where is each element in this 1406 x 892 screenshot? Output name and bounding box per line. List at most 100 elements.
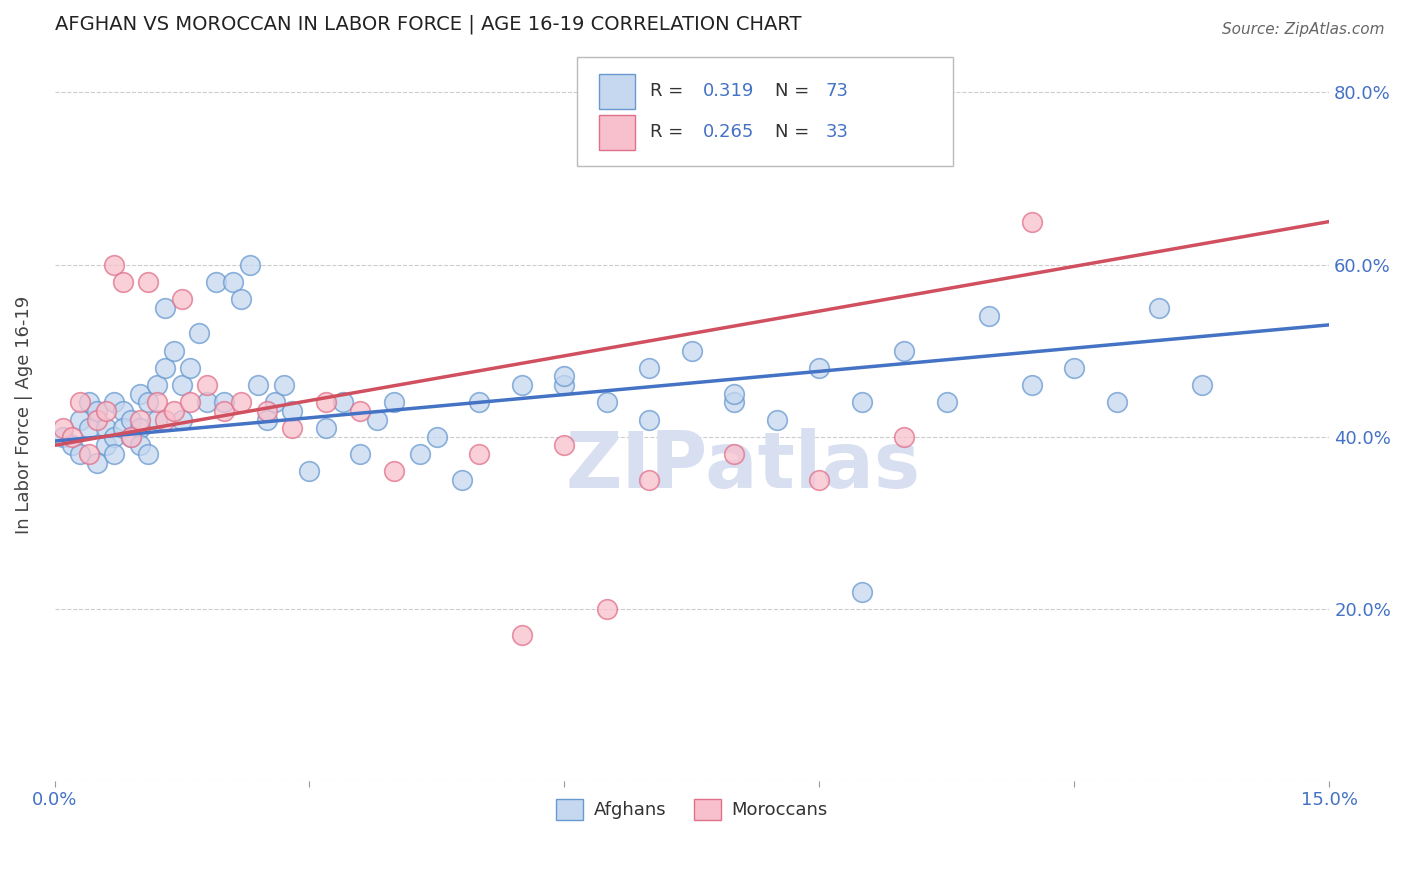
Legend: Afghans, Moroccans: Afghans, Moroccans — [548, 791, 835, 827]
Point — [510, 628, 533, 642]
Point — [766, 412, 789, 426]
Text: Source: ZipAtlas.com: Source: ZipAtlas.com — [1222, 22, 1385, 37]
Point — [162, 343, 184, 358]
Point — [298, 464, 321, 478]
Point — [214, 404, 236, 418]
Point — [145, 412, 167, 426]
Point — [281, 421, 304, 435]
Point — [596, 395, 619, 409]
Point — [384, 464, 406, 478]
Point — [315, 421, 337, 435]
Point — [409, 447, 432, 461]
Point — [120, 412, 142, 426]
Point — [349, 447, 371, 461]
Text: 0.265: 0.265 — [703, 123, 755, 141]
Point — [451, 473, 474, 487]
Text: R =: R = — [650, 123, 689, 141]
Point — [256, 404, 278, 418]
Point — [1191, 378, 1213, 392]
Point — [128, 412, 150, 426]
Point — [1021, 378, 1043, 392]
Point — [103, 430, 125, 444]
Point — [52, 421, 75, 435]
Point — [553, 438, 575, 452]
Point — [94, 421, 117, 435]
Point — [723, 447, 745, 461]
Point — [638, 412, 661, 426]
Point — [52, 430, 75, 444]
Point — [231, 292, 253, 306]
Point — [681, 343, 703, 358]
Point — [60, 438, 83, 452]
Point — [1021, 214, 1043, 228]
Text: 33: 33 — [825, 123, 849, 141]
Text: N =: N = — [775, 123, 814, 141]
Text: 0.319: 0.319 — [703, 82, 755, 100]
Point — [979, 310, 1001, 324]
Point — [86, 404, 108, 418]
Point — [723, 395, 745, 409]
Text: AFGHAN VS MOROCCAN IN LABOR FORCE | AGE 16-19 CORRELATION CHART: AFGHAN VS MOROCCAN IN LABOR FORCE | AGE … — [55, 15, 801, 35]
Point — [188, 326, 211, 341]
Point — [1149, 301, 1171, 315]
Point — [128, 438, 150, 452]
Point — [170, 292, 193, 306]
Point — [69, 395, 91, 409]
Point — [77, 447, 100, 461]
Point — [94, 404, 117, 418]
Point — [808, 473, 831, 487]
Point — [77, 395, 100, 409]
Point — [162, 404, 184, 418]
Point — [553, 378, 575, 392]
Point — [136, 395, 159, 409]
Point — [103, 395, 125, 409]
Point — [264, 395, 287, 409]
Point — [179, 360, 201, 375]
Text: R =: R = — [650, 82, 689, 100]
Point — [120, 430, 142, 444]
Point — [332, 395, 354, 409]
Point — [69, 447, 91, 461]
FancyBboxPatch shape — [599, 114, 634, 150]
Point — [197, 378, 219, 392]
Text: N =: N = — [775, 82, 814, 100]
Point — [638, 473, 661, 487]
Point — [468, 395, 491, 409]
Point — [77, 421, 100, 435]
Point — [231, 395, 253, 409]
Point — [468, 447, 491, 461]
Point — [128, 421, 150, 435]
Point — [638, 360, 661, 375]
Point — [128, 386, 150, 401]
Point — [893, 343, 915, 358]
Point — [86, 412, 108, 426]
Point — [315, 395, 337, 409]
Point — [426, 430, 449, 444]
FancyBboxPatch shape — [599, 73, 634, 109]
Point — [384, 395, 406, 409]
Point — [120, 430, 142, 444]
Point — [136, 275, 159, 289]
Point — [145, 378, 167, 392]
Point — [60, 430, 83, 444]
Point — [808, 360, 831, 375]
Point — [893, 430, 915, 444]
Point — [366, 412, 388, 426]
Point — [111, 404, 134, 418]
Point — [935, 395, 957, 409]
Point — [103, 447, 125, 461]
Point — [103, 258, 125, 272]
Point — [553, 369, 575, 384]
Point — [153, 360, 176, 375]
Point — [197, 395, 219, 409]
Point — [205, 275, 228, 289]
Point — [136, 447, 159, 461]
Point — [170, 412, 193, 426]
Point — [111, 421, 134, 435]
Point — [239, 258, 262, 272]
Point — [170, 378, 193, 392]
Point — [94, 438, 117, 452]
Point — [851, 395, 873, 409]
Point — [281, 404, 304, 418]
Point — [256, 412, 278, 426]
